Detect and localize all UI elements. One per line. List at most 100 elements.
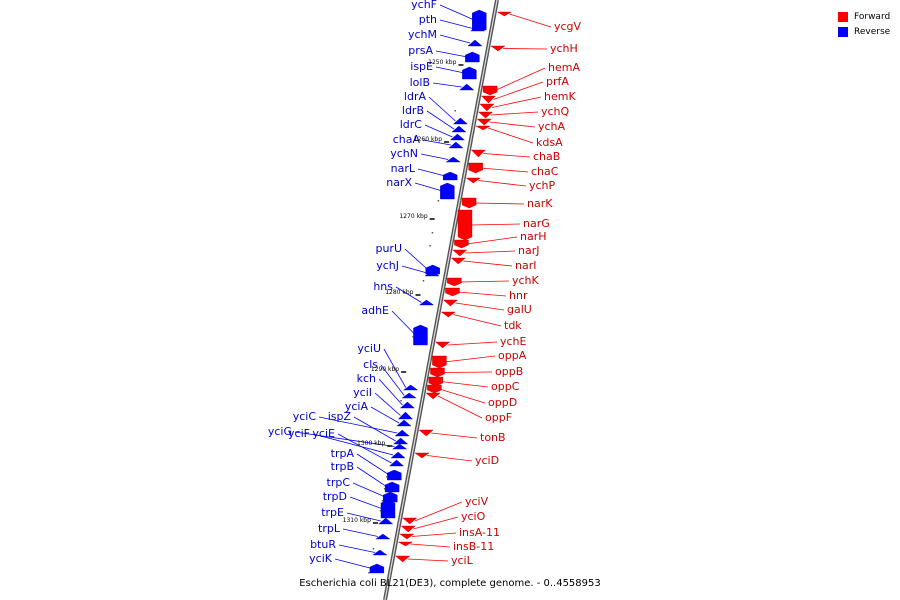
forward-gene-feature[interactable] [402, 517, 418, 525]
reverse-gene-feature[interactable] [390, 451, 406, 459]
forward-gene-feature[interactable] [476, 118, 492, 126]
reverse-gene-label[interactable]: narL [391, 162, 416, 175]
forward-gene-label[interactable]: ychK [512, 274, 540, 287]
reverse-gene-feature[interactable] [459, 83, 475, 91]
reverse-gene-label[interactable]: trpE [321, 506, 344, 519]
reverse-gene-feature[interactable] [396, 419, 412, 427]
reverse-gene-feature[interactable] [380, 499, 396, 519]
forward-gene-label[interactable]: oppA [498, 349, 527, 362]
reverse-gene-feature[interactable] [424, 269, 440, 277]
reverse-gene-label[interactable]: ychN [390, 147, 418, 160]
forward-gene-label[interactable]: ychQ [541, 105, 570, 118]
reverse-gene-label[interactable]: yciK [309, 552, 333, 565]
forward-gene-feature[interactable] [399, 533, 415, 540]
reverse-gene-label[interactable]: yciA [345, 400, 369, 413]
reverse-gene-label[interactable]: trpL [318, 522, 341, 535]
forward-gene-feature[interactable] [430, 367, 445, 378]
forward-gene-label[interactable]: yciV [465, 495, 489, 508]
reverse-gene-label[interactable]: ldrB [402, 104, 424, 117]
reverse-gene-label[interactable]: ldrC [400, 118, 423, 131]
reverse-gene-feature[interactable] [418, 299, 435, 306]
forward-gene-label[interactable]: chaC [531, 165, 559, 178]
reverse-gene-label[interactable]: yciI [353, 386, 372, 399]
reverse-gene-label[interactable]: pth [419, 13, 437, 26]
forward-gene-feature[interactable] [442, 299, 458, 307]
reverse-gene-feature[interactable] [384, 481, 400, 493]
forward-gene-label[interactable]: ycgV [554, 20, 582, 33]
reverse-gene-feature[interactable] [387, 469, 402, 481]
reverse-gene-label[interactable]: btuR [310, 538, 336, 551]
reverse-gene-label[interactable]: prsA [408, 44, 433, 57]
forward-gene-feature[interactable] [465, 177, 481, 184]
forward-gene-label[interactable]: ychP [529, 179, 556, 192]
reverse-gene-label[interactable]: ldrA [404, 90, 427, 103]
forward-gene-label[interactable]: tonB [480, 431, 506, 444]
reverse-gene-label[interactable]: trpD [323, 490, 347, 503]
reverse-gene-feature[interactable] [369, 563, 385, 574]
reverse-gene-feature[interactable] [467, 39, 483, 47]
forward-gene-feature[interactable] [395, 555, 411, 563]
reverse-gene-feature[interactable] [399, 401, 415, 409]
forward-gene-feature[interactable] [425, 392, 441, 400]
reverse-gene-feature[interactable] [448, 141, 464, 149]
reverse-gene-label[interactable]: yciF [288, 427, 310, 440]
forward-gene-feature[interactable] [447, 277, 462, 287]
forward-gene-label[interactable]: insA-11 [459, 526, 500, 539]
reverse-gene-label[interactable]: purU [375, 242, 402, 255]
forward-gene-label[interactable]: yciD [475, 454, 499, 467]
forward-gene-feature[interactable] [457, 209, 473, 241]
forward-gene-feature[interactable] [452, 249, 468, 257]
forward-gene-label[interactable]: prfA [546, 75, 569, 88]
reverse-gene-feature[interactable] [397, 411, 413, 420]
forward-gene-label[interactable]: yciO [461, 510, 486, 523]
reverse-gene-label[interactable]: ychM [408, 28, 437, 41]
forward-gene-feature[interactable] [427, 384, 442, 394]
forward-gene-feature[interactable] [440, 311, 456, 318]
reverse-gene-label[interactable]: trpB [331, 460, 354, 473]
reverse-gene-label[interactable]: ispE [410, 60, 433, 73]
reverse-gene-feature[interactable] [378, 517, 394, 525]
forward-gene-label[interactable]: narK [527, 197, 553, 210]
reverse-gene-label[interactable]: ychJ [376, 259, 399, 272]
forward-gene-label[interactable]: hemA [548, 61, 580, 74]
forward-gene-feature[interactable] [480, 95, 496, 104]
forward-gene-label[interactable]: ychH [550, 42, 578, 55]
reverse-gene-feature[interactable] [389, 459, 405, 467]
reverse-gene-feature[interactable] [383, 491, 398, 503]
forward-gene-feature[interactable] [475, 125, 491, 131]
forward-gene-feature[interactable] [490, 45, 506, 52]
forward-gene-label[interactable]: oppD [488, 396, 517, 409]
reverse-gene-feature[interactable] [403, 384, 419, 391]
forward-gene-feature[interactable] [461, 197, 477, 209]
reverse-gene-label[interactable]: yciU [357, 342, 381, 355]
forward-gene-label[interactable]: oppB [495, 365, 523, 378]
forward-gene-label[interactable]: ychE [500, 335, 527, 348]
reverse-gene-label[interactable]: trpC [327, 476, 351, 489]
reverse-gene-label[interactable]: chaA [393, 133, 421, 146]
reverse-gene-feature[interactable] [470, 25, 486, 32]
forward-gene-feature[interactable] [496, 11, 513, 17]
forward-gene-label[interactable]: hnr [509, 289, 528, 302]
reverse-gene-feature[interactable] [401, 392, 417, 399]
reverse-gene-feature[interactable] [449, 133, 465, 141]
reverse-gene-label[interactable]: ispZ [328, 410, 352, 423]
reverse-gene-feature[interactable] [440, 182, 455, 200]
forward-gene-feature[interactable] [432, 355, 447, 369]
forward-gene-feature[interactable] [418, 429, 434, 437]
reverse-gene-feature[interactable] [462, 66, 477, 80]
reverse-gene-label[interactable]: cls [363, 358, 378, 371]
reverse-gene-feature[interactable] [394, 429, 410, 437]
reverse-gene-feature[interactable] [472, 9, 487, 31]
forward-gene-feature[interactable] [470, 149, 486, 158]
forward-gene-label[interactable]: chaB [533, 150, 560, 163]
forward-gene-label[interactable]: kdsA [536, 136, 563, 149]
reverse-gene-label[interactable]: kch [357, 372, 376, 385]
forward-gene-feature[interactable] [414, 452, 430, 459]
forward-gene-feature[interactable] [482, 85, 498, 96]
reverse-gene-label[interactable]: lolB [410, 76, 430, 89]
forward-gene-feature[interactable] [428, 376, 443, 387]
forward-gene-label[interactable]: oppC [491, 380, 520, 393]
reverse-gene-feature[interactable] [425, 264, 440, 275]
forward-gene-label[interactable]: narI [515, 259, 536, 272]
reverse-gene-feature[interactable] [375, 533, 391, 540]
